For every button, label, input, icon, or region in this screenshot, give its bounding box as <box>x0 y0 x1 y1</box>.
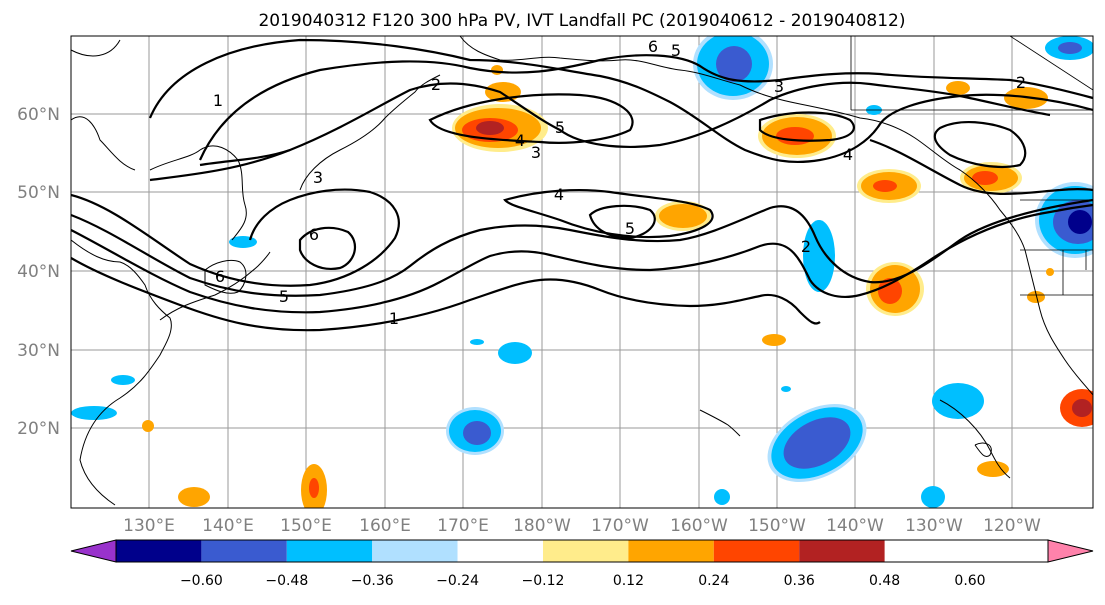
contour-loop-6 <box>758 111 855 142</box>
contour-loop-4-central <box>503 189 714 239</box>
contour-label: 6 <box>215 267 225 286</box>
contour-2-north <box>198 54 1093 161</box>
positive-anomaly-south <box>142 65 503 508</box>
positive-anomaly-east <box>762 81 1093 477</box>
lon-label-120w: 120°W <box>983 516 1041 536</box>
contour-label: 4 <box>843 145 853 164</box>
colorbar-tick: 0.12 <box>613 573 644 589</box>
contour-loop-6-west <box>298 226 357 270</box>
contour-label: 5 <box>671 41 681 60</box>
contour-label: 6 <box>648 37 658 56</box>
lat-label-40n: 40°N <box>17 262 60 282</box>
coast-japan-north <box>204 259 247 294</box>
lat-label-60n: 60°N <box>17 105 60 125</box>
colorbar-bin <box>628 540 714 562</box>
colorbar-tick: 0.60 <box>954 573 985 589</box>
lat-label-30n: 30°N <box>17 341 60 361</box>
colorbar-bin <box>116 540 202 562</box>
border-us-states <box>1020 199 1093 296</box>
contour-labels: 1 2 3 4 5 6 1 2 3 4 5 6 2 3 4 5 5 6 <box>213 37 1026 328</box>
figure-title: 2019040312 F120 300 hPa PV, IVT Landfall… <box>258 11 905 31</box>
contour-loop-5 <box>428 93 634 144</box>
colorbar-tick: −0.12 <box>522 573 565 589</box>
positive-anomaly-central <box>655 201 711 231</box>
contour-loop-3 <box>933 120 1027 169</box>
negative-anomaly-alaska-north <box>693 36 773 100</box>
colorbar-tick: −0.24 <box>436 573 479 589</box>
lon-label-130w: 130°W <box>905 516 963 536</box>
coast-baja <box>974 442 992 458</box>
lon-label-150e: 150°E <box>280 516 332 536</box>
latitude-labels: 60°N 50°N 40°N 30°N 20°N <box>17 105 60 439</box>
colorbar-bin <box>543 540 629 562</box>
contour-label: 4 <box>515 131 525 150</box>
border-canada-north <box>1009 36 1093 91</box>
contour-3-north <box>149 81 1051 182</box>
contour-label: 3 <box>531 143 541 162</box>
contour-1-south <box>71 257 821 332</box>
colorbar-extend-min <box>70 539 117 563</box>
map-frame <box>70 35 1094 509</box>
coast-mexico <box>939 399 1011 479</box>
colorbar-tick: −0.60 <box>180 573 223 589</box>
positive-anomaly-gulf-alaska <box>758 114 836 158</box>
lon-label-150w: 150°W <box>748 516 806 536</box>
negative-anomaly-tropics <box>71 105 984 508</box>
contour-1-north <box>148 38 1093 164</box>
contour-label: 1 <box>213 91 223 110</box>
contour-3-south <box>71 198 1093 297</box>
contour-label: 2 <box>801 237 811 256</box>
lon-label-170e: 170°E <box>437 516 489 536</box>
contour-misc <box>199 148 291 167</box>
longitude-labels: 130°E 140°E 150°E 160°E 170°E 180°W 170°… <box>123 516 1041 536</box>
colorbar-tick: 0.36 <box>784 573 815 589</box>
colorbar-tick-labels: −0.60 −0.48 −0.36 −0.24 −0.12 0.12 0.24 … <box>180 573 986 589</box>
colorbar-bin <box>286 540 373 562</box>
contour-loop-5-central <box>588 204 656 240</box>
colorbar-tick: 0.24 <box>698 573 729 589</box>
contour-label: 5 <box>555 118 565 137</box>
coast-hawaii <box>699 409 741 437</box>
contour-label: 5 <box>625 219 635 238</box>
gridlines <box>71 36 1093 508</box>
colorbar-bin <box>713 540 800 562</box>
contour-label: 2 <box>431 75 441 94</box>
lat-label-50n: 50°N <box>17 183 60 203</box>
colorbar-bin <box>799 540 885 562</box>
colorbar-bin <box>457 540 543 562</box>
contour-4-west <box>71 188 400 287</box>
lat-label-20n: 20°N <box>17 419 60 439</box>
contour-label: 4 <box>554 185 564 204</box>
pv-contours <box>71 38 1093 332</box>
colorbar-tick: 0.48 <box>869 573 900 589</box>
coast-alaska <box>459 36 1026 251</box>
colorbar-tick: −0.36 <box>351 573 394 589</box>
lon-label-160w: 160°W <box>670 516 728 536</box>
coast-japan-south <box>159 251 271 321</box>
contour-4-east <box>869 138 1093 196</box>
lon-label-140w: 140°W <box>826 516 884 536</box>
colorbar-bin <box>372 540 458 562</box>
lon-label-180w: 180°W <box>513 516 571 536</box>
coast-asia-east <box>71 239 172 506</box>
colorbar-extend-max <box>1047 539 1094 563</box>
lon-label-170w: 170°W <box>591 516 649 536</box>
contour-label: 5 <box>279 287 289 306</box>
contour-label: 3 <box>313 168 323 187</box>
lon-label-140e: 140°E <box>202 516 254 536</box>
colorbar: −0.60 −0.48 −0.36 −0.24 −0.12 0.12 0.24 … <box>70 539 1094 589</box>
colorbar-bin <box>201 540 287 562</box>
contour-label: 2 <box>1016 73 1026 92</box>
contour-label: 1 <box>389 309 399 328</box>
lon-label-130e: 130°E <box>123 516 175 536</box>
lon-label-160e: 160°E <box>359 516 411 536</box>
colorbar-outline <box>115 539 1049 563</box>
colorbar-tick: −0.48 <box>265 573 308 589</box>
coast-west-coast <box>1024 249 1093 396</box>
map-background <box>71 36 1093 508</box>
contour-label: 3 <box>774 77 784 96</box>
contour-label: 6 <box>309 225 319 244</box>
